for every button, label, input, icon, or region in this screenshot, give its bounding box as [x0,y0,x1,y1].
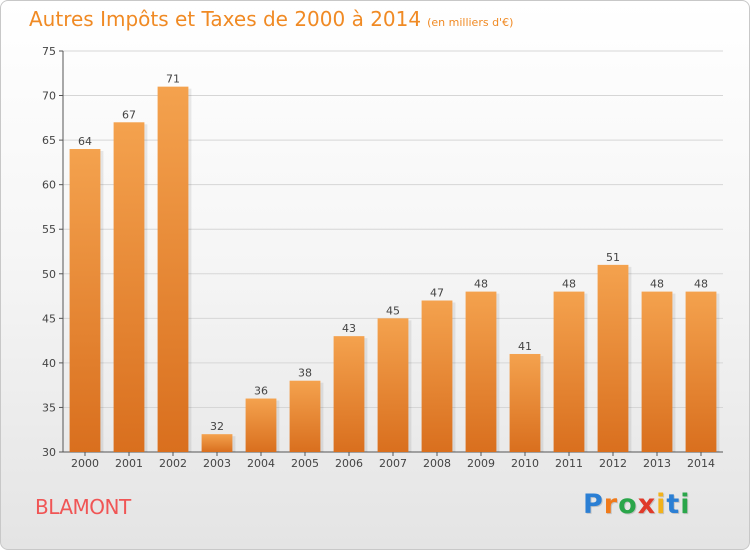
value-label-2002: 71 [166,73,180,86]
x-tick-label-2003: 2003 [203,457,231,470]
bar-2004 [245,398,277,452]
y-tick-label: 45 [42,312,56,325]
value-label-2004: 36 [254,385,268,398]
commune-name: BLAMONT [35,495,131,519]
bar-2014 [685,291,717,452]
y-tick-label: 30 [42,446,56,459]
value-label-2000: 64 [78,135,92,148]
y-tick-label: 75 [42,45,56,58]
bar-2011 [553,291,585,452]
bar-2003 [201,434,233,452]
chart-title: Autres Impôts et Taxes de 2000 à 2014 (en… [29,7,513,31]
bar-2009 [465,291,497,452]
bar-2013 [641,291,673,452]
bar-2000 [69,149,101,452]
value-label-2012: 51 [606,251,620,264]
value-label-2013: 48 [650,278,664,291]
logo-letter: i [656,489,667,520]
x-tick-label-2002: 2002 [159,457,187,470]
bar-2005 [289,380,321,452]
bar-2006 [333,336,365,452]
y-tick-label: 60 [42,179,56,192]
labels: 30 35 40 45 50 55 60 65 70 75 64 2000 67 2001 71 2002 32… [42,45,715,470]
y-tick-label: 40 [42,357,56,370]
x-tick-label-2007: 2007 [379,457,407,470]
x-tick-label-2014: 2014 [687,457,715,470]
x-tick-label-2004: 2004 [247,457,275,470]
y-tick-label: 50 [42,268,56,281]
y-tick-label: 70 [42,90,56,103]
bar-2007 [377,318,409,452]
x-tick-label-2000: 2000 [71,457,99,470]
chart-title-text: Autres Impôts et Taxes de 2000 à 2014 [29,7,422,31]
bar-2008 [421,300,453,452]
bar-2010 [509,353,541,452]
bars [69,86,720,453]
value-label-2008: 47 [430,287,444,300]
x-tick-label-2005: 2005 [291,457,319,470]
x-tick-label-2008: 2008 [423,457,451,470]
bar-2012 [597,264,629,452]
value-label-2009: 48 [474,278,488,291]
value-label-2014: 48 [694,278,708,291]
value-label-2011: 48 [562,278,576,291]
x-tick-label-2012: 2012 [599,457,627,470]
value-label-2001: 67 [122,108,136,121]
bar-2002 [157,86,189,453]
x-tick-label-2009: 2009 [467,457,495,470]
value-label-2007: 45 [386,304,400,317]
value-label-2005: 38 [298,367,312,380]
proxiti-logo: Proxiti [583,489,691,520]
x-tick-label-2006: 2006 [335,457,363,470]
logo-letter: i [680,489,691,520]
value-label-2003: 32 [210,420,224,433]
chart-title-unit: (en milliers d'€) [427,16,514,29]
value-label-2006: 43 [342,322,356,335]
logo-letter: r [603,489,619,520]
logo-letter: t [666,489,681,520]
x-tick-label-2013: 2013 [643,457,671,470]
logo-letter: o [618,489,638,520]
y-tick-label: 65 [42,134,56,147]
x-tick-label-2001: 2001 [115,457,143,470]
y-tick-label: 35 [42,401,56,414]
logo-letter: x [637,489,657,520]
x-tick-label-2011: 2011 [555,457,583,470]
bar-2001 [113,122,145,453]
logo-letter: P [583,489,604,520]
value-label-2010: 41 [518,340,532,353]
y-tick-label: 55 [42,223,56,236]
x-tick-label-2010: 2010 [511,457,539,470]
